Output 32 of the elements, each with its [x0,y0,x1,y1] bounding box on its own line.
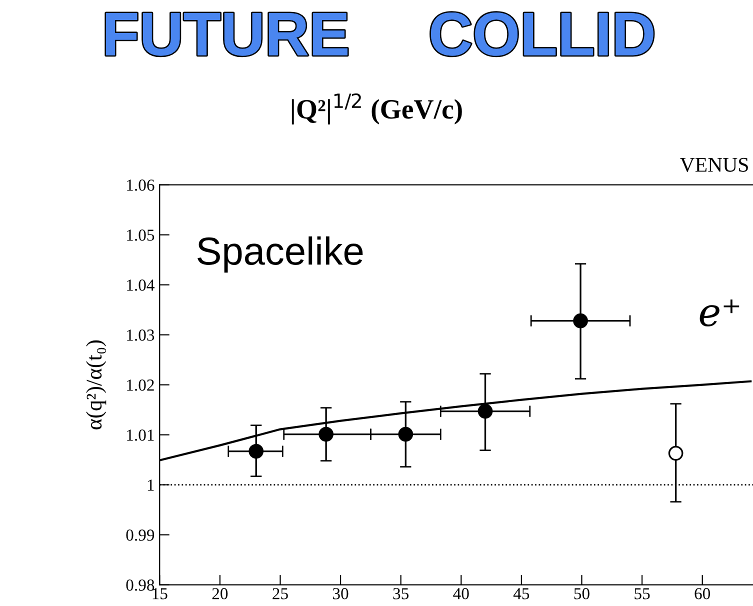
y-tick-label: 1 [148,480,154,491]
y-tick-label: 0.99 [126,529,154,541]
text: COLLID [430,12,654,56]
point [318,426,334,442]
text: |Q²|$^{1/2}$ (GeV/c) [292,93,462,124]
y-axis-title: α(q²)/α(t₀) [86,340,106,430]
x-tick-label: 45 [513,588,530,600]
x-tick-label: 50 [574,588,590,600]
y-tick-label: 1.06 [127,180,154,191]
text: FUTURE [106,13,348,56]
y-tick-label: 1.04 [127,280,155,291]
x-tick-label: 25 [272,588,288,600]
point [668,446,684,461]
x-tick-label: 40 [453,588,469,600]
annotation: e⁺ [700,300,740,326]
x-tick-label: 30 [333,588,348,600]
annotation: Spacelike [198,236,363,273]
point [573,313,588,328]
x-tick-label: 35 [393,588,409,600]
y-tick-label: 1.03 [127,330,154,341]
y-tick-label: 1.02 [127,380,154,391]
point [478,404,493,419]
y-tick-label: 1.01 [127,430,154,441]
point [398,426,414,442]
x-tick-label: 20 [212,588,228,600]
y-tick-label: 1.05 [127,230,154,241]
x-tick-label: 55 [634,588,650,600]
point [248,444,264,459]
x-tick-label: 15 [152,588,168,600]
x-tick-label: 60 [694,588,710,600]
y-tick-label: 0.98 [126,579,154,591]
text: VENUS [680,158,748,172]
